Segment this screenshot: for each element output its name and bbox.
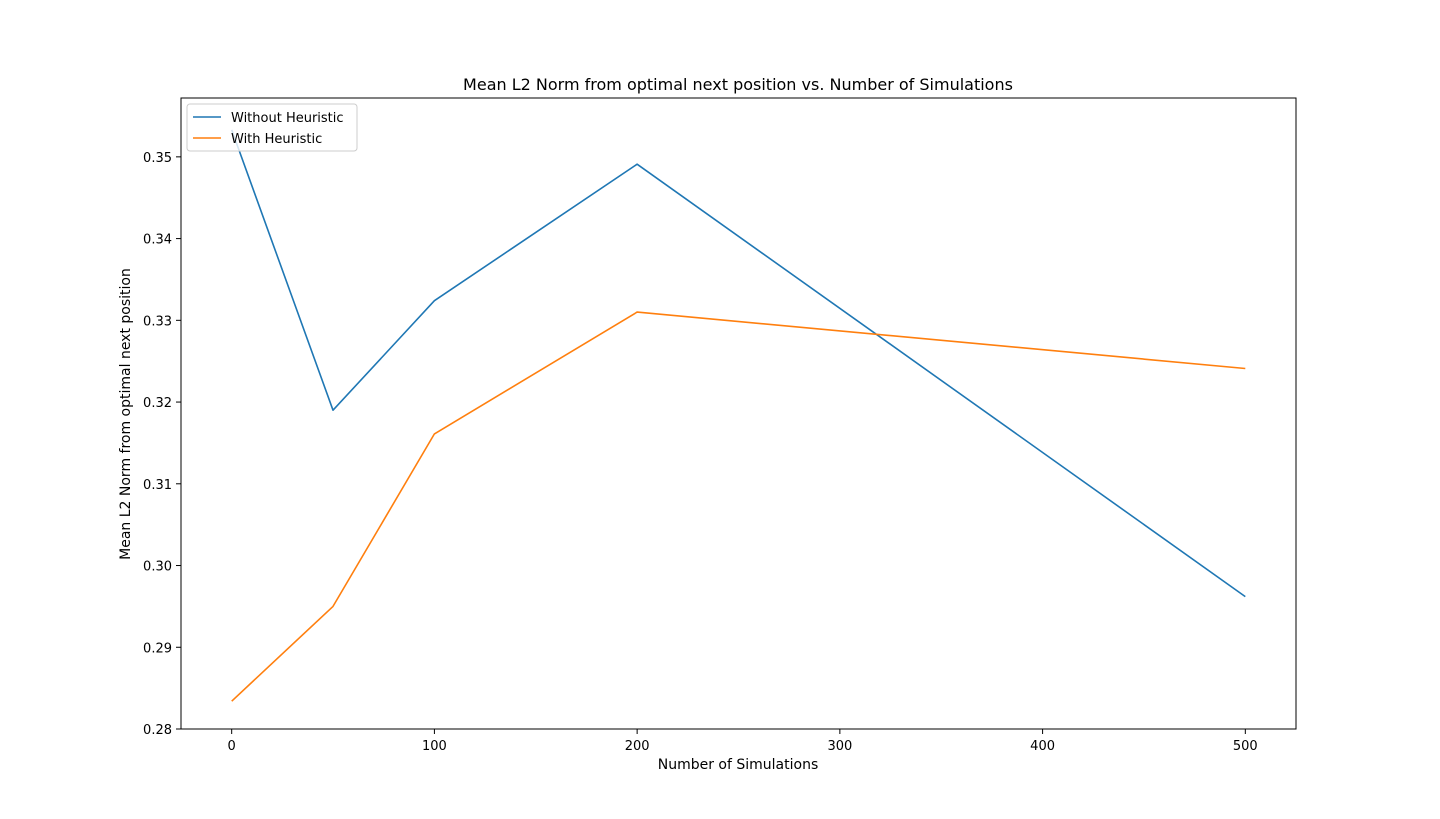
x-tick-label: 300 xyxy=(827,739,852,754)
y-tick-label: 0.28 xyxy=(143,723,172,738)
plot-frame xyxy=(180,97,1297,730)
y-tick-label: 0.33 xyxy=(143,314,172,329)
x-tick-label: 100 xyxy=(422,739,447,754)
x-axis-label: Number of Simulations xyxy=(658,757,819,773)
y-tick-label: 0.29 xyxy=(143,641,172,656)
legend-box xyxy=(186,103,358,152)
y-axis: 0.28 0.29 0.30 0.31 0.32 0.33 0.34 0.35 xyxy=(143,151,181,738)
y-tick-label: 0.35 xyxy=(143,151,172,166)
legend: Without Heuristic With Heuristic xyxy=(186,103,358,152)
y-axis-label: Mean L2 Norm from optimal next position xyxy=(118,268,134,560)
y-tick-label: 0.30 xyxy=(143,560,172,575)
y-tick-label: 0.32 xyxy=(143,396,172,411)
series-line-2 xyxy=(231,311,1246,702)
y-tick-label: 0.34 xyxy=(143,233,172,248)
legend-label-2: With Heuristic xyxy=(231,132,322,147)
x-tick-label: 0 xyxy=(228,739,236,754)
y-tick-label: 0.31 xyxy=(143,478,172,493)
x-tick-label: 200 xyxy=(625,739,650,754)
x-tick-label: 400 xyxy=(1030,739,1055,754)
chart-title: Mean L2 Norm from optimal next position … xyxy=(463,75,1013,94)
x-axis: 0 100 200 300 400 500 xyxy=(228,729,1258,754)
series-line-1 xyxy=(230,129,1246,598)
x-tick-label: 500 xyxy=(1233,739,1258,754)
plot-content xyxy=(230,129,1246,702)
legend-label-1: Without Heuristic xyxy=(231,111,344,126)
